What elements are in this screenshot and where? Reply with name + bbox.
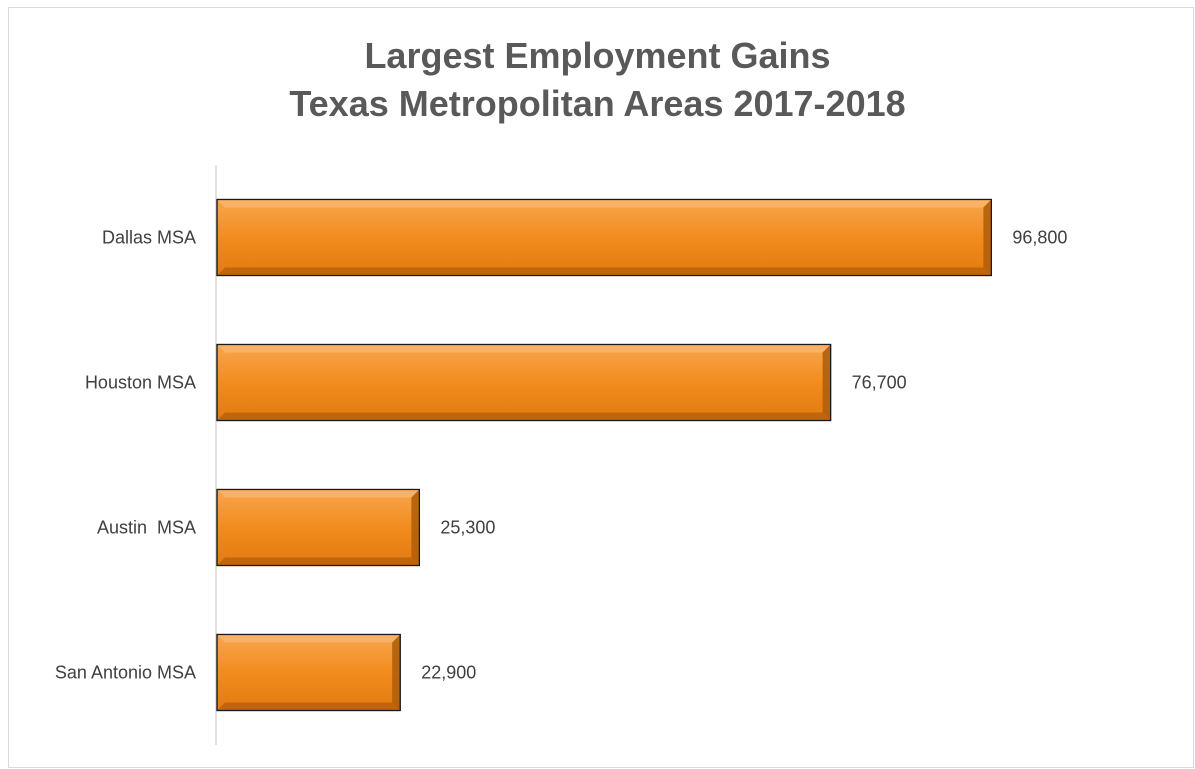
bar-3	[216, 633, 401, 712]
bar-bevel-right	[983, 199, 992, 276]
bar-body	[216, 633, 401, 712]
value-label-1: 76,700	[852, 373, 907, 393]
bar-outline	[216, 633, 401, 712]
bar-bevel-top	[217, 344, 831, 353]
bar-body	[216, 488, 420, 567]
bar-2	[216, 488, 420, 567]
bar-bevel-bottom	[217, 702, 401, 711]
bar-bevel-bottom	[217, 557, 420, 566]
value-label-3: 22,900	[421, 663, 476, 683]
category-label-2: Austin MSA	[97, 518, 196, 538]
bar-bevel-top	[217, 634, 401, 643]
bar-bevel-right	[822, 344, 831, 421]
value-label-2: 25,300	[440, 518, 495, 538]
bar-outline	[216, 343, 832, 422]
value-label-0: 96,800	[1012, 228, 1067, 248]
chart-title-line-1: Largest Employment Gains	[364, 35, 831, 76]
bar-bevel-top	[217, 199, 992, 208]
bar-body	[216, 198, 993, 277]
bar-bevel-bottom	[217, 267, 992, 276]
bar-outline	[216, 198, 993, 277]
bar-outline	[216, 488, 420, 567]
category-label-3: San Antonio MSA	[55, 663, 196, 683]
category-label-0: Dallas MSA	[102, 228, 196, 248]
bar-body	[216, 343, 832, 422]
bar-bevel-right	[392, 634, 401, 711]
category-label-1: Houston MSA	[85, 373, 196, 393]
bar-bevel-bottom	[217, 412, 831, 421]
bar-bevel-right	[411, 489, 420, 566]
bar-1	[216, 343, 832, 422]
chart-title: Largest Employment Gains Texas Metropoli…	[0, 32, 1195, 128]
chart-title-line-2: Texas Metropolitan Areas 2017-2018	[289, 83, 906, 124]
bar-0	[216, 198, 993, 277]
bar-bevel-top	[217, 489, 420, 498]
